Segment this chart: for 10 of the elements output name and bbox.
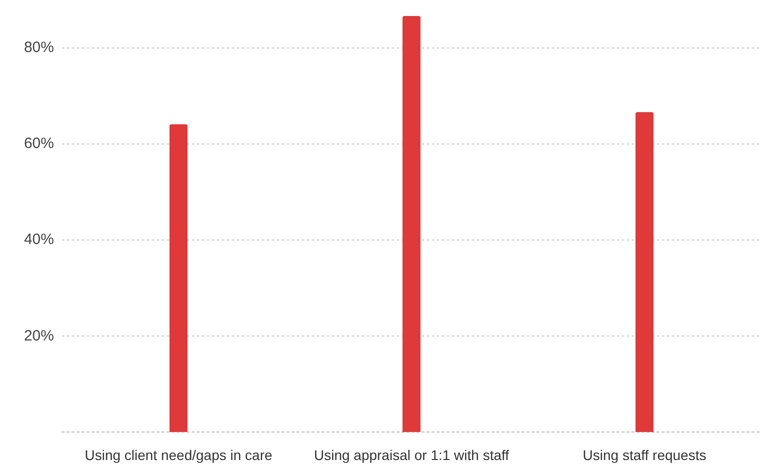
y-tick-label: 40% <box>24 231 54 248</box>
bar <box>402 16 420 432</box>
y-tick-label: 20% <box>24 327 54 344</box>
y-tick-label: 80% <box>24 38 54 56</box>
x-tick-label: Using appraisal or 1:1 with staff <box>314 447 510 463</box>
x-tick-label: Using staff requests <box>582 447 706 463</box>
x-tick-label: Using client need/gaps in care <box>84 447 272 463</box>
y-tick-label: 60% <box>24 134 54 152</box>
bar <box>170 124 188 432</box>
bar <box>636 112 654 432</box>
